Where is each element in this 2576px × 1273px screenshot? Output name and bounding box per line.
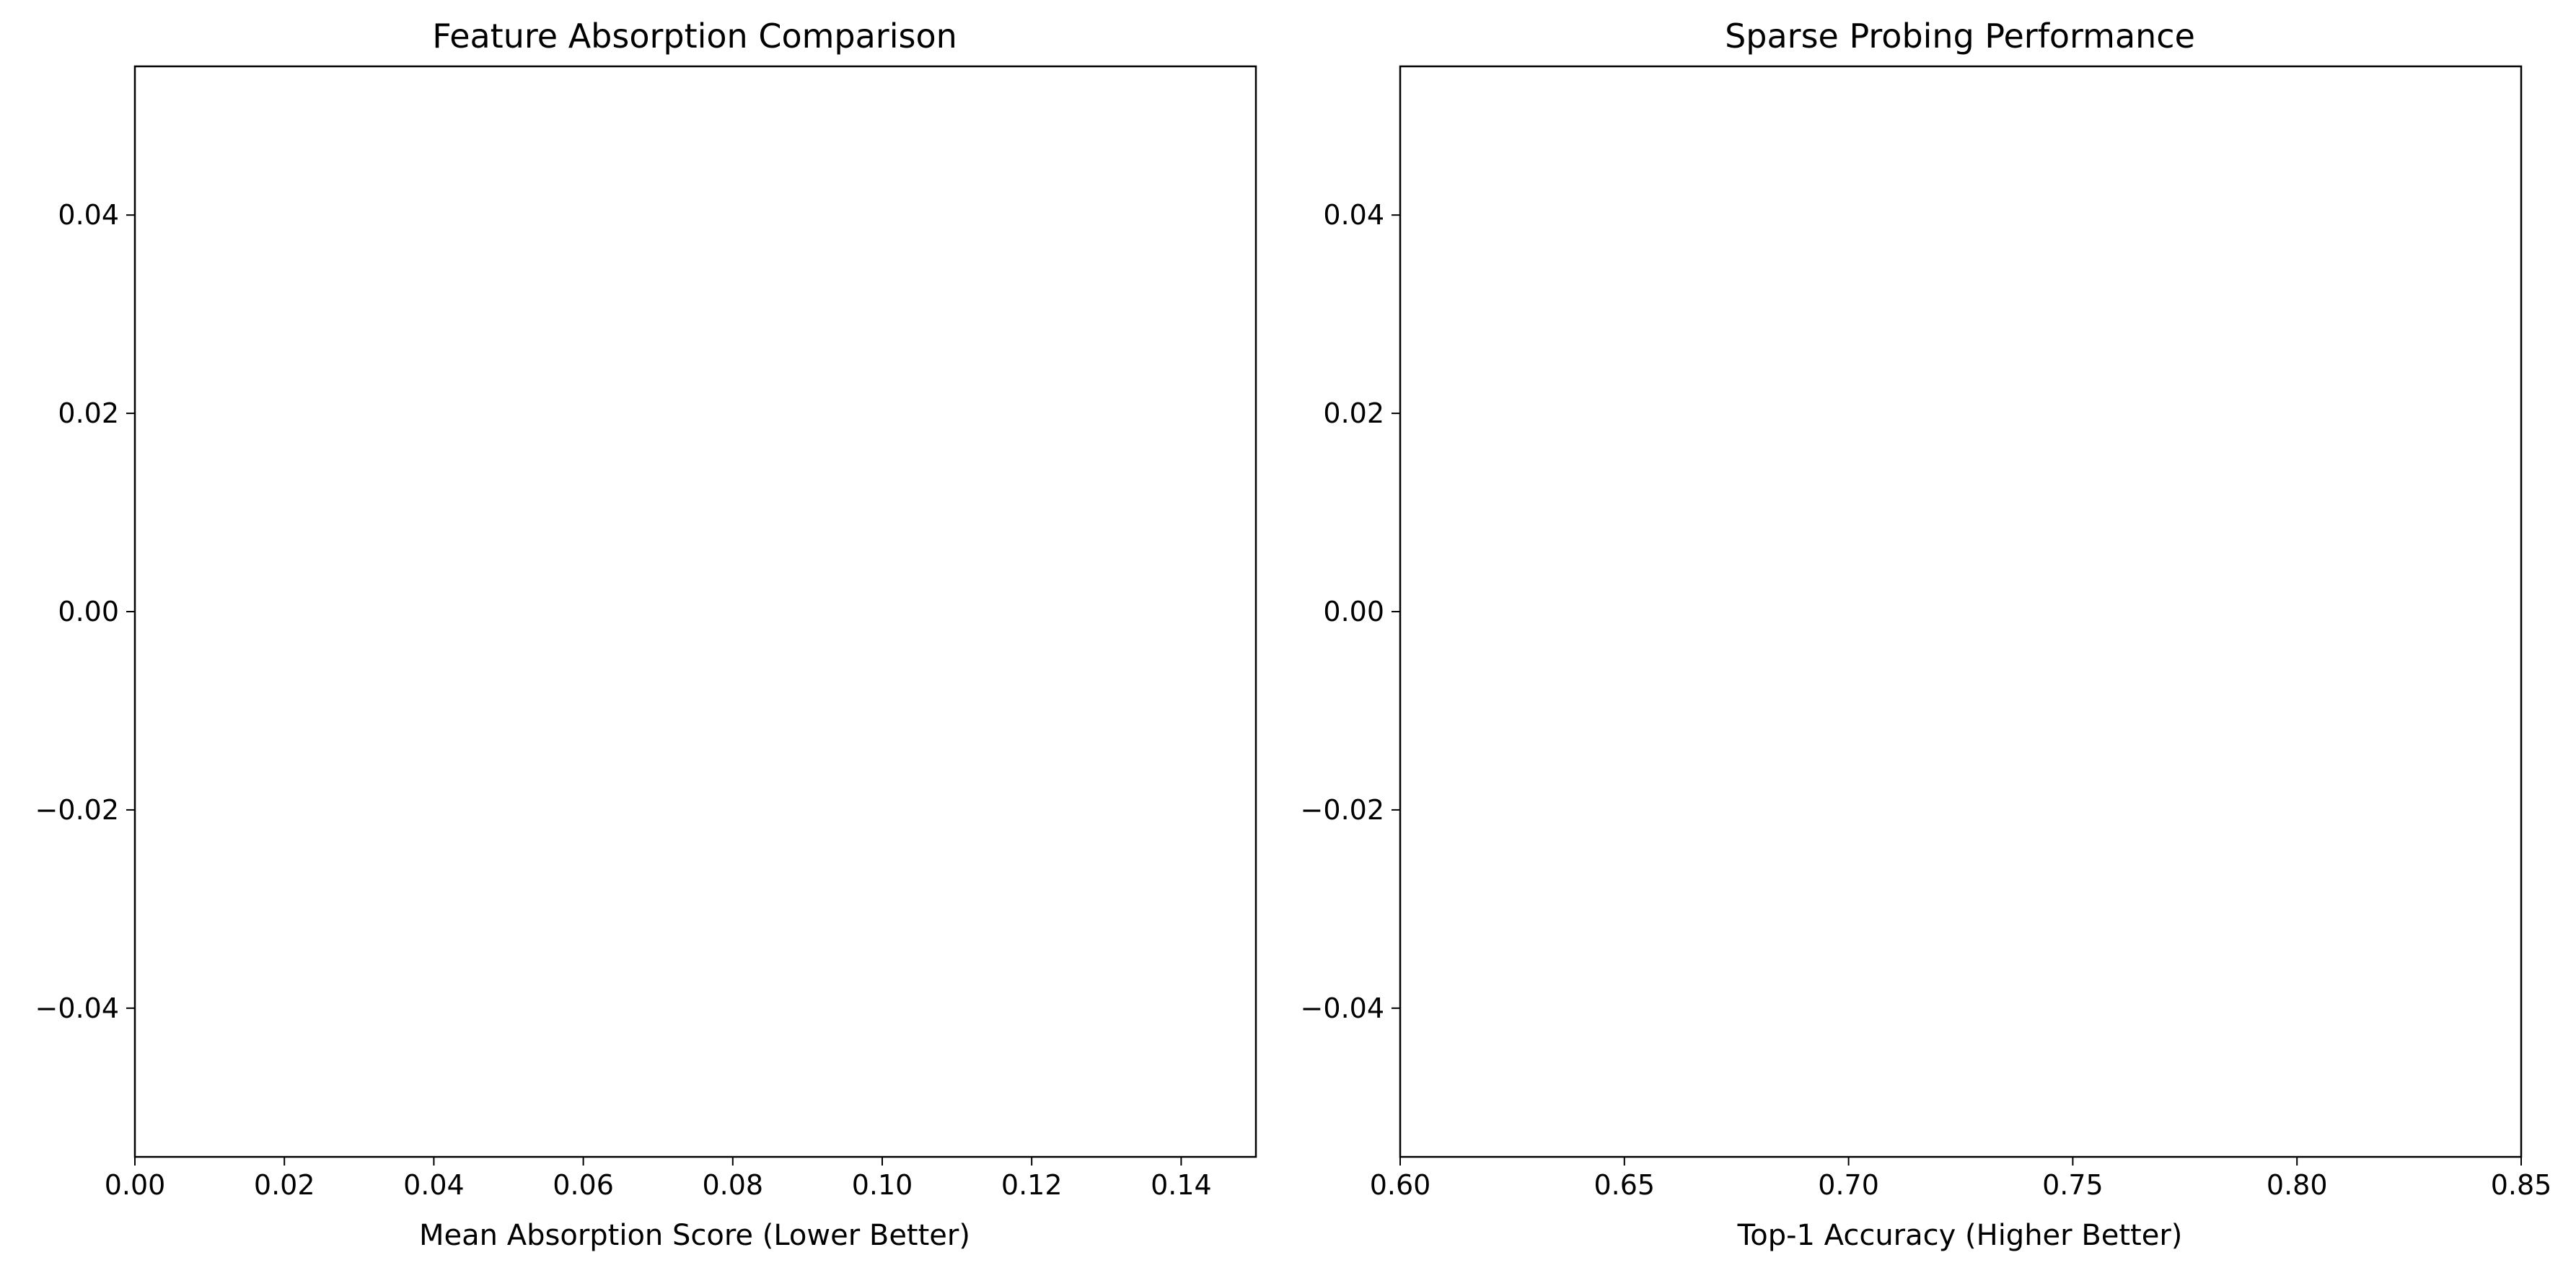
absorption-ticks: 0.00 0.02 0.04 0.06 0.08 0.10 0.12 0.14 −0.04 −0.… [35, 199, 1212, 1201]
absorption-x-tick-label: 0.10 [852, 1169, 913, 1201]
absorption-x-tick-label: 0.08 [702, 1169, 763, 1201]
probing-y-tick-label: −0.02 [1301, 794, 1384, 826]
absorption-y-tick-label: 0.04 [58, 199, 119, 231]
probing-y-tick-label: 0.04 [1323, 199, 1384, 231]
absorption-x-tick-label: 0.02 [254, 1169, 315, 1201]
absorption-x-tick-label: 0.06 [553, 1169, 614, 1201]
probing-x-axis-label: Top-1 Accuracy (Higher Better) [1737, 1219, 2183, 1252]
probing-panel: Sparse Probing Performance 0.60 0.65 0.70 0… [1301, 17, 2552, 1252]
probing-chart-title: Sparse Probing Performance [1725, 17, 2195, 56]
absorption-y-tick-label: −0.02 [35, 794, 119, 826]
probing-y-tick-label: 0.00 [1323, 596, 1384, 627]
absorption-x-tick-label: 0.00 [105, 1169, 166, 1201]
absorption-x-tick-label: 0.14 [1151, 1169, 1212, 1201]
absorption-y-tick-label: 0.00 [58, 596, 119, 627]
absorption-chart-title: Feature Absorption Comparison [432, 17, 957, 56]
absorption-y-tick-label: 0.02 [58, 397, 119, 429]
absorption-x-tick-label: 0.04 [403, 1169, 465, 1201]
probing-x-tick-label: 0.80 [2267, 1169, 2328, 1201]
probing-y-tick-label: 0.02 [1323, 397, 1384, 429]
absorption-x-axis-label: Mean Absorption Score (Lower Better) [419, 1219, 970, 1252]
probing-x-tick-label: 0.70 [1818, 1169, 1879, 1201]
probing-y-tick-label: −0.04 [1301, 992, 1384, 1024]
absorption-x-tick-label: 0.12 [1001, 1169, 1063, 1201]
probing-ticks: 0.60 0.65 0.70 0.75 0.80 0.85 −0.04 −0.02 0.00 0.… [1301, 199, 2552, 1201]
absorption-y-tick-label: −0.04 [35, 992, 119, 1024]
probing-x-tick-label: 0.60 [1370, 1169, 1431, 1201]
probing-x-tick-label: 0.75 [2042, 1169, 2104, 1201]
absorption-panel: Feature Absorption Comparison 0.00 0.02 0.… [35, 17, 1257, 1252]
probing-x-tick-label: 0.65 [1593, 1169, 1655, 1201]
probing-x-tick-label: 0.85 [2491, 1169, 2552, 1201]
